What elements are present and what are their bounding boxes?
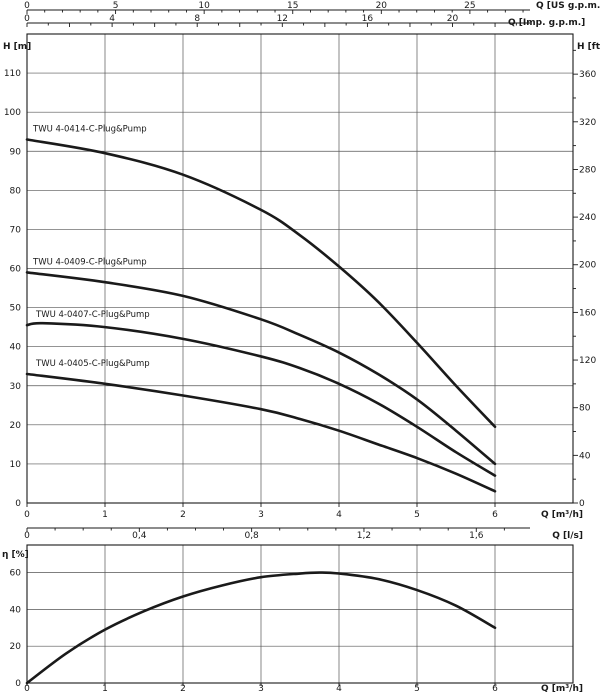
eff-y-tick-label: 0 — [15, 679, 21, 689]
head-x-tick-label: 6 — [492, 510, 498, 520]
head-y-tick-label: 0 — [15, 499, 21, 509]
ls-tick-label: 1,2 — [357, 531, 371, 541]
head-curve-series-1 — [25, 138, 497, 429]
eff-x-tick-label: 3 — [258, 684, 264, 692]
head-curve-series-2 — [25, 271, 497, 466]
head-y2-axis-label: H [ft] — [577, 42, 600, 52]
head-y2-tick-label: 280 — [579, 165, 596, 175]
head-y-tick-label: 20 — [10, 421, 22, 431]
ls-tick-label: 0 — [24, 531, 30, 541]
eff-x-tick-label: 1 — [102, 684, 108, 692]
head-x-tick-label: 1 — [102, 510, 108, 520]
head-y-tick-label: 50 — [10, 304, 22, 314]
imp-gpm-tick-label: 0 — [24, 14, 30, 24]
head-curve-label-3: TWU 4-0407-C-Plug&Pump — [35, 310, 150, 320]
head-x-axis-label: Q [m³/h] — [541, 510, 583, 520]
head-x-tick-label: 5 — [414, 510, 420, 520]
head-y-axis-label: H [m] — [3, 42, 31, 52]
imp-gpm-tick-label: 8 — [194, 14, 200, 24]
head-curve-label-4: TWU 4-0405-C-Plug&Pump — [35, 359, 150, 369]
eff-x-tick-label: 6 — [492, 684, 498, 692]
eff-x-tick-label: 0 — [24, 684, 30, 692]
head-x-tick-label: 3 — [258, 510, 264, 520]
head-curve-series-3 — [25, 321, 497, 477]
us-gpm-tick-label: 10 — [198, 1, 210, 11]
imp-gpm-tick-label: 4 — [109, 14, 115, 24]
grid-layer — [27, 34, 573, 683]
us-gpm-tick-label: 25 — [464, 1, 475, 11]
eff-y-tick-label: 20 — [10, 642, 22, 652]
eff-curve-series-1 — [25, 571, 497, 685]
head-y2-tick-label: 160 — [579, 308, 596, 318]
imp-gpm-tick-label: 16 — [362, 14, 374, 24]
head-curve-series-4 — [25, 372, 497, 493]
us-gpm-tick-label: 20 — [376, 1, 388, 11]
head-y-tick-label: 110 — [4, 69, 21, 79]
head-y2-tick-label: 120 — [579, 356, 596, 366]
head-x-tick-label: 2 — [180, 510, 186, 520]
eff-y-tick-label: 40 — [10, 605, 22, 615]
head-y2-tick-label: 360 — [579, 70, 596, 80]
head-curve-label-1: TWU 4-0414-C-Plug&Pump — [32, 125, 147, 135]
head-y2-tick-label: 80 — [579, 404, 591, 414]
head-y-tick-label: 80 — [10, 186, 22, 196]
imp-gpm-axis-label: Q [Imp. g.p.m.] — [508, 18, 585, 28]
head-y-tick-label: 10 — [10, 460, 22, 470]
head-plot-frame — [26, 33, 574, 504]
ls-tick-label: 0,8 — [244, 531, 259, 541]
eff-x-tick-label: 2 — [180, 684, 186, 692]
head-y-tick-label: 30 — [10, 382, 22, 392]
eff-x-tick-label: 4 — [336, 684, 342, 692]
head-x-tick-label: 0 — [24, 510, 30, 520]
imp-gpm-tick-label: 12 — [277, 14, 288, 24]
eff-plot-frame — [26, 544, 574, 684]
us-gpm-tick-label: 5 — [113, 1, 119, 11]
eff-y-axis-label: η [%] — [2, 550, 29, 560]
axes-layer — [26, 9, 578, 686]
imp-gpm-tick-label: 20 — [447, 14, 459, 24]
ls-axis-label: Q [l/s] — [552, 531, 583, 541]
head-curve-label-2: TWU 4-0409-C-Plug&Pump — [32, 257, 147, 267]
curves-layer — [25, 138, 497, 685]
eff-y-tick-label: 60 — [10, 569, 22, 579]
head-y-tick-label: 100 — [4, 108, 21, 118]
head-y2-tick-label: 240 — [579, 213, 596, 223]
ls-tick-label: 1,6 — [469, 531, 484, 541]
head-y-tick-label: 60 — [10, 265, 22, 275]
us-gpm-tick-label: 15 — [287, 1, 298, 11]
head-y2-tick-label: 0 — [579, 499, 585, 509]
head-y-tick-label: 40 — [10, 343, 22, 353]
us-gpm-axis-label: Q [US g.p.m.] — [536, 1, 600, 11]
eff-x-axis-label: Q [m³/h] — [541, 684, 583, 692]
eff-x-tick-label: 5 — [414, 684, 420, 692]
us-gpm-tick-label: 0 — [24, 1, 30, 11]
head-y-tick-label: 70 — [10, 225, 22, 235]
head-y-tick-label: 90 — [10, 147, 22, 157]
head-y2-tick-label: 320 — [579, 118, 596, 128]
ls-tick-label: 0,4 — [132, 531, 147, 541]
head-y2-tick-label: 40 — [579, 451, 591, 461]
head-y2-tick-label: 200 — [579, 261, 596, 271]
head-x-tick-label: 4 — [336, 510, 342, 520]
